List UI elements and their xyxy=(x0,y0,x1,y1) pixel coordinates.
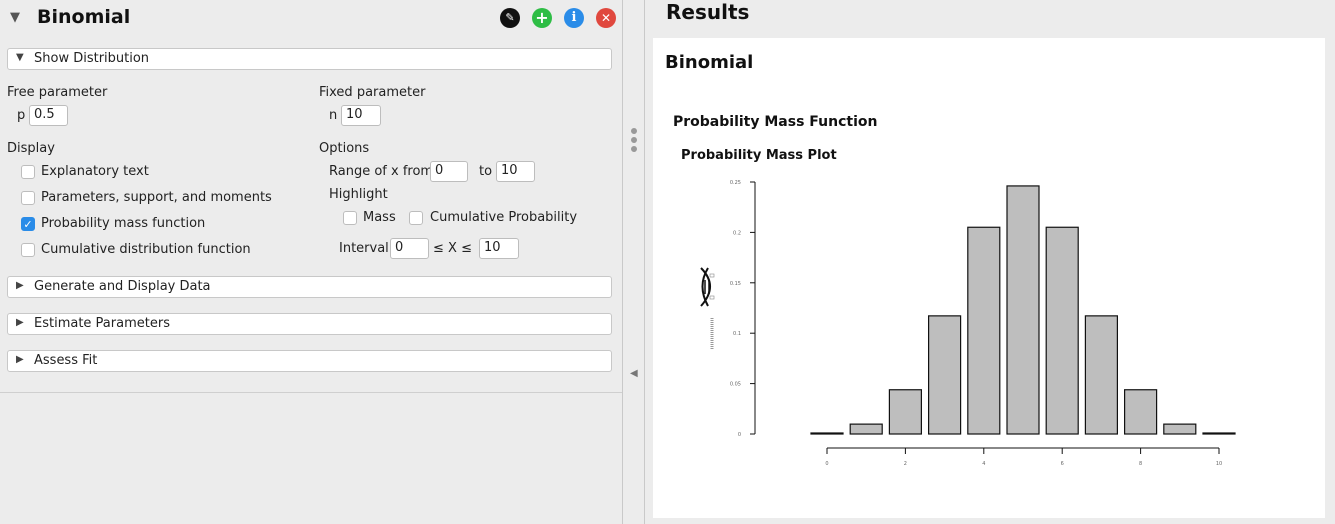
range-to-label: to xyxy=(479,164,493,179)
bar xyxy=(888,389,922,435)
plot-title: Probability Mass Plot xyxy=(681,148,837,163)
p-label: p xyxy=(17,108,26,123)
options-label: Options xyxy=(319,141,370,156)
n-label: n xyxy=(329,108,338,123)
options-panel: ▼ Binomial ✎ + i ✕ ▼ Show Distribution F… xyxy=(0,0,622,524)
y-tick-label: 0 xyxy=(738,432,741,438)
bar xyxy=(1045,226,1079,435)
parameters-support-checkbox[interactable] xyxy=(21,191,35,205)
cumulative-probability-checkbox[interactable] xyxy=(409,211,423,225)
pmf-label: Probability mass function xyxy=(41,216,206,231)
bar xyxy=(849,423,883,435)
interval-from-input[interactable]: 0 xyxy=(390,238,429,259)
bar xyxy=(1124,389,1158,435)
collapse-caret-icon[interactable]: ▼ xyxy=(10,10,20,25)
section-label: Show Distribution xyxy=(34,51,150,66)
section-label: Estimate Parameters xyxy=(34,316,170,331)
cdf-label: Cumulative distribution function xyxy=(41,242,251,257)
bar xyxy=(810,432,844,435)
range-from-input[interactable]: 0 xyxy=(430,161,468,182)
drag-handle-dot[interactable] xyxy=(631,128,637,134)
pmf-section-title: Probability Mass Function xyxy=(673,114,878,130)
pmf-checkbox[interactable]: ✓ xyxy=(21,217,35,231)
section-assess-fit[interactable]: ▶ Assess Fit xyxy=(7,350,612,372)
highlight-label: Highlight xyxy=(329,187,388,202)
explanatory-text-label: Explanatory text xyxy=(41,164,149,179)
plus-icon[interactable]: + xyxy=(532,8,552,28)
bar xyxy=(1084,315,1118,435)
mass-checkbox[interactable] xyxy=(343,211,357,225)
x-tick-label: 8 xyxy=(1139,461,1142,467)
cumulative-probability-label: Cumulative Probability xyxy=(430,210,578,225)
analysis-title: Binomial xyxy=(37,6,131,28)
section-label: Generate and Display Data xyxy=(34,279,211,294)
display-label: Display xyxy=(7,141,55,156)
range-label: Range of x from xyxy=(329,164,434,179)
info-icon[interactable]: i xyxy=(564,8,584,28)
collapse-left-icon[interactable]: ◀ xyxy=(630,368,638,379)
collapsed-triangle-icon: ▶ xyxy=(16,354,24,365)
explanatory-text-checkbox[interactable] xyxy=(21,165,35,179)
n-input[interactable]: 10 xyxy=(341,105,381,126)
x-tick-label: 6 xyxy=(1061,461,1064,467)
parameters-support-label: Parameters, support, and moments xyxy=(41,190,272,205)
fixed-parameter-label: Fixed parameter xyxy=(319,85,426,100)
collapsed-triangle-icon: ▶ xyxy=(16,280,24,291)
x-axis: 0 2 4 6 8 10 xyxy=(825,447,1222,467)
cdf-checkbox[interactable] xyxy=(21,243,35,257)
bar xyxy=(967,226,1001,435)
close-icon[interactable]: ✕ xyxy=(596,8,616,28)
section-show-distribution[interactable]: ▼ Show Distribution xyxy=(7,48,612,70)
x-tick-label: 2 xyxy=(904,461,907,467)
expanded-triangle-icon: ▼ xyxy=(16,52,24,63)
x-tick-label: 10 xyxy=(1216,461,1222,467)
results-content: Binomial Probability Mass Function Proba… xyxy=(653,38,1325,518)
interval-relation-label: ≤ X ≤ xyxy=(433,241,472,256)
results-analysis-title: Binomial xyxy=(665,52,754,73)
interval-label: Interval xyxy=(339,241,389,256)
y-tick-label: 0.1 xyxy=(733,331,741,337)
y-axis: 0 0.05 0.1 0.15 0.2 0.25 xyxy=(730,180,756,438)
x-tick-label: 4 xyxy=(982,461,985,467)
bars xyxy=(810,185,1236,435)
drag-handle-dot[interactable] xyxy=(631,137,637,143)
section-estimate-parameters[interactable]: ▶ Estimate Parameters xyxy=(7,313,612,335)
section-generate-data[interactable]: ▶ Generate and Display Data xyxy=(7,276,612,298)
section-label: Assess Fit xyxy=(34,353,98,368)
bar xyxy=(1202,432,1236,435)
y-axis-label xyxy=(700,267,715,350)
panel-splitter[interactable]: ◀ xyxy=(622,0,645,524)
results-panel: Results Binomial Probability Mass Functi… xyxy=(645,0,1335,524)
free-parameter-label: Free parameter xyxy=(7,85,108,100)
panel-divider xyxy=(0,392,622,393)
bar xyxy=(928,315,962,435)
y-tick-label: 0.15 xyxy=(730,281,741,287)
p-input[interactable]: 0.5 xyxy=(29,105,68,126)
range-to-input[interactable]: 10 xyxy=(496,161,535,182)
mass-label: Mass xyxy=(363,210,396,225)
x-tick-label: 0 xyxy=(825,461,828,467)
collapsed-triangle-icon: ▶ xyxy=(16,317,24,328)
pmf-plot: 0 0.05 0.1 0.15 0.2 0.25 0 2 4 6 8 10 xyxy=(700,180,1236,467)
bar xyxy=(1006,185,1040,435)
y-tick-label: 0.05 xyxy=(730,382,741,388)
y-tick-label: 0.2 xyxy=(733,230,741,236)
interval-to-input[interactable]: 10 xyxy=(479,238,519,259)
results-title: Results xyxy=(666,0,750,24)
pencil-icon[interactable]: ✎ xyxy=(500,8,520,28)
analysis-header[interactable]: ▼ Binomial ✎ + i ✕ xyxy=(0,0,622,36)
y-tick-label: 0.25 xyxy=(730,180,741,186)
bar xyxy=(1163,423,1197,435)
drag-handle-dot[interactable] xyxy=(631,146,637,152)
